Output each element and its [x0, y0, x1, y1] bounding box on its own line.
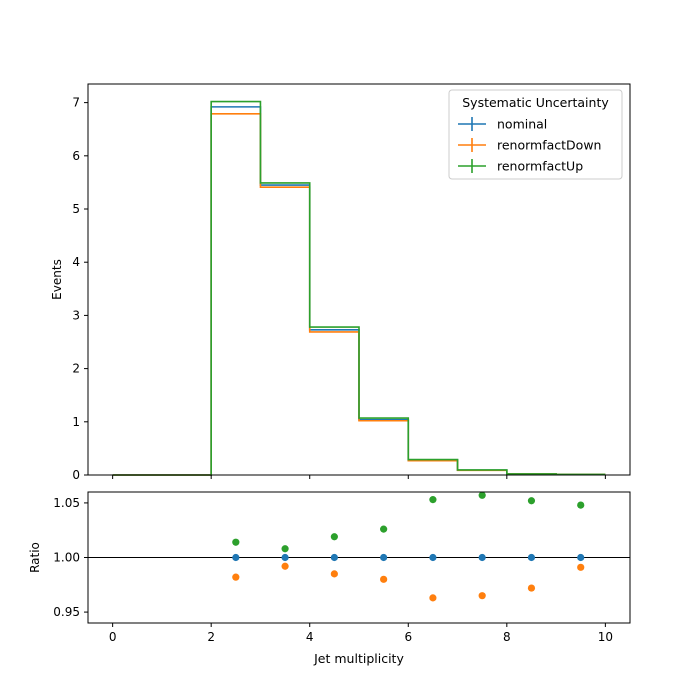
- y-tick-label: 7: [72, 96, 80, 110]
- ratio-panel: 0.95 1.00 1.05 0 2 4 6 8 10 Jet multiplicity Ratio: [28, 491, 631, 666]
- ratio-point-nominal: [380, 553, 388, 562]
- y-axis-label: Events: [50, 259, 64, 300]
- y-tick-label: 0: [72, 468, 80, 482]
- ratio-point-renormfactDown: [330, 570, 338, 578]
- y-tick-label: 6: [72, 149, 80, 163]
- legend-box: [448, 89, 623, 180]
- ratio-point-renormfactUp: [429, 496, 437, 504]
- ratio-point-nominal: [429, 553, 437, 562]
- legend-entry-nominal: nominal: [497, 117, 547, 132]
- ratio-point-renormfactDown: [380, 575, 388, 583]
- legend: Systematic Uncertainty nominal renormfactD…: [448, 89, 623, 180]
- y-tick-label: 2: [72, 362, 80, 376]
- plot-frame: [87, 83, 631, 476]
- series-line-renormfactUp: [112, 100, 606, 476]
- y-tick-label: 5: [72, 202, 80, 216]
- ratio-y-tick-label: 1.00: [53, 551, 80, 565]
- ratio-point-nominal: [330, 553, 338, 562]
- ratio-point-renormfactUp: [330, 533, 338, 541]
- x-tick-label: 4: [306, 630, 314, 644]
- legend-entry-renormfactUp: renormfactUp: [497, 159, 583, 174]
- ratio-y-tick-label: 1.05: [53, 496, 80, 510]
- ratio-y-axis-label: Ratio: [28, 542, 42, 573]
- ratio-point-renormfactUp: [281, 545, 289, 553]
- x-tick-label: 2: [207, 630, 215, 644]
- histogram-panel: 0 1 2 3 4 5 6 7 Events Systematic Uncertainty nomi…: [50, 83, 631, 482]
- x-tick-label: 10: [598, 630, 613, 644]
- ratio-point-renormfactDown: [527, 584, 536, 592]
- ratio-point-renormfactUp: [577, 501, 585, 509]
- ratio-point-renormfactDown: [577, 563, 585, 571]
- ratio-point-renormfactUp: [527, 497, 536, 505]
- ratio-point-renormfactUp: [232, 538, 240, 546]
- ratio-point-renormfactUp: [380, 525, 388, 533]
- ratio-point-nominal: [527, 553, 536, 562]
- x-tick-label: 8: [503, 630, 511, 644]
- x-axis-label: Jet multiplicity: [313, 651, 404, 666]
- ratio-point-renormfactDown: [281, 562, 289, 570]
- legend-title: Systematic Uncertainty: [462, 95, 609, 110]
- ratio-point-renormfactDown: [429, 594, 437, 602]
- ratio-y-tick-label: 0.95: [53, 605, 80, 619]
- ratio-point-renormfactDown: [478, 592, 486, 600]
- x-tick-label: 6: [404, 630, 412, 644]
- ratio-point-nominal: [478, 553, 486, 562]
- ratio-point-renormfactDown: [232, 573, 240, 581]
- y-tick-label: 3: [72, 308, 80, 322]
- ratio-point-renormfactUp: [478, 491, 486, 499]
- ratio-point-nominal: [232, 553, 240, 562]
- y-tick-label: 4: [72, 255, 80, 269]
- ratio-point-nominal: [577, 553, 585, 562]
- legend-entry-renormfactDown: renormfactDown: [497, 138, 601, 153]
- ratio-point-nominal: [281, 553, 289, 562]
- y-tick-label: 1: [72, 415, 80, 429]
- x-tick-label: 0: [109, 630, 117, 644]
